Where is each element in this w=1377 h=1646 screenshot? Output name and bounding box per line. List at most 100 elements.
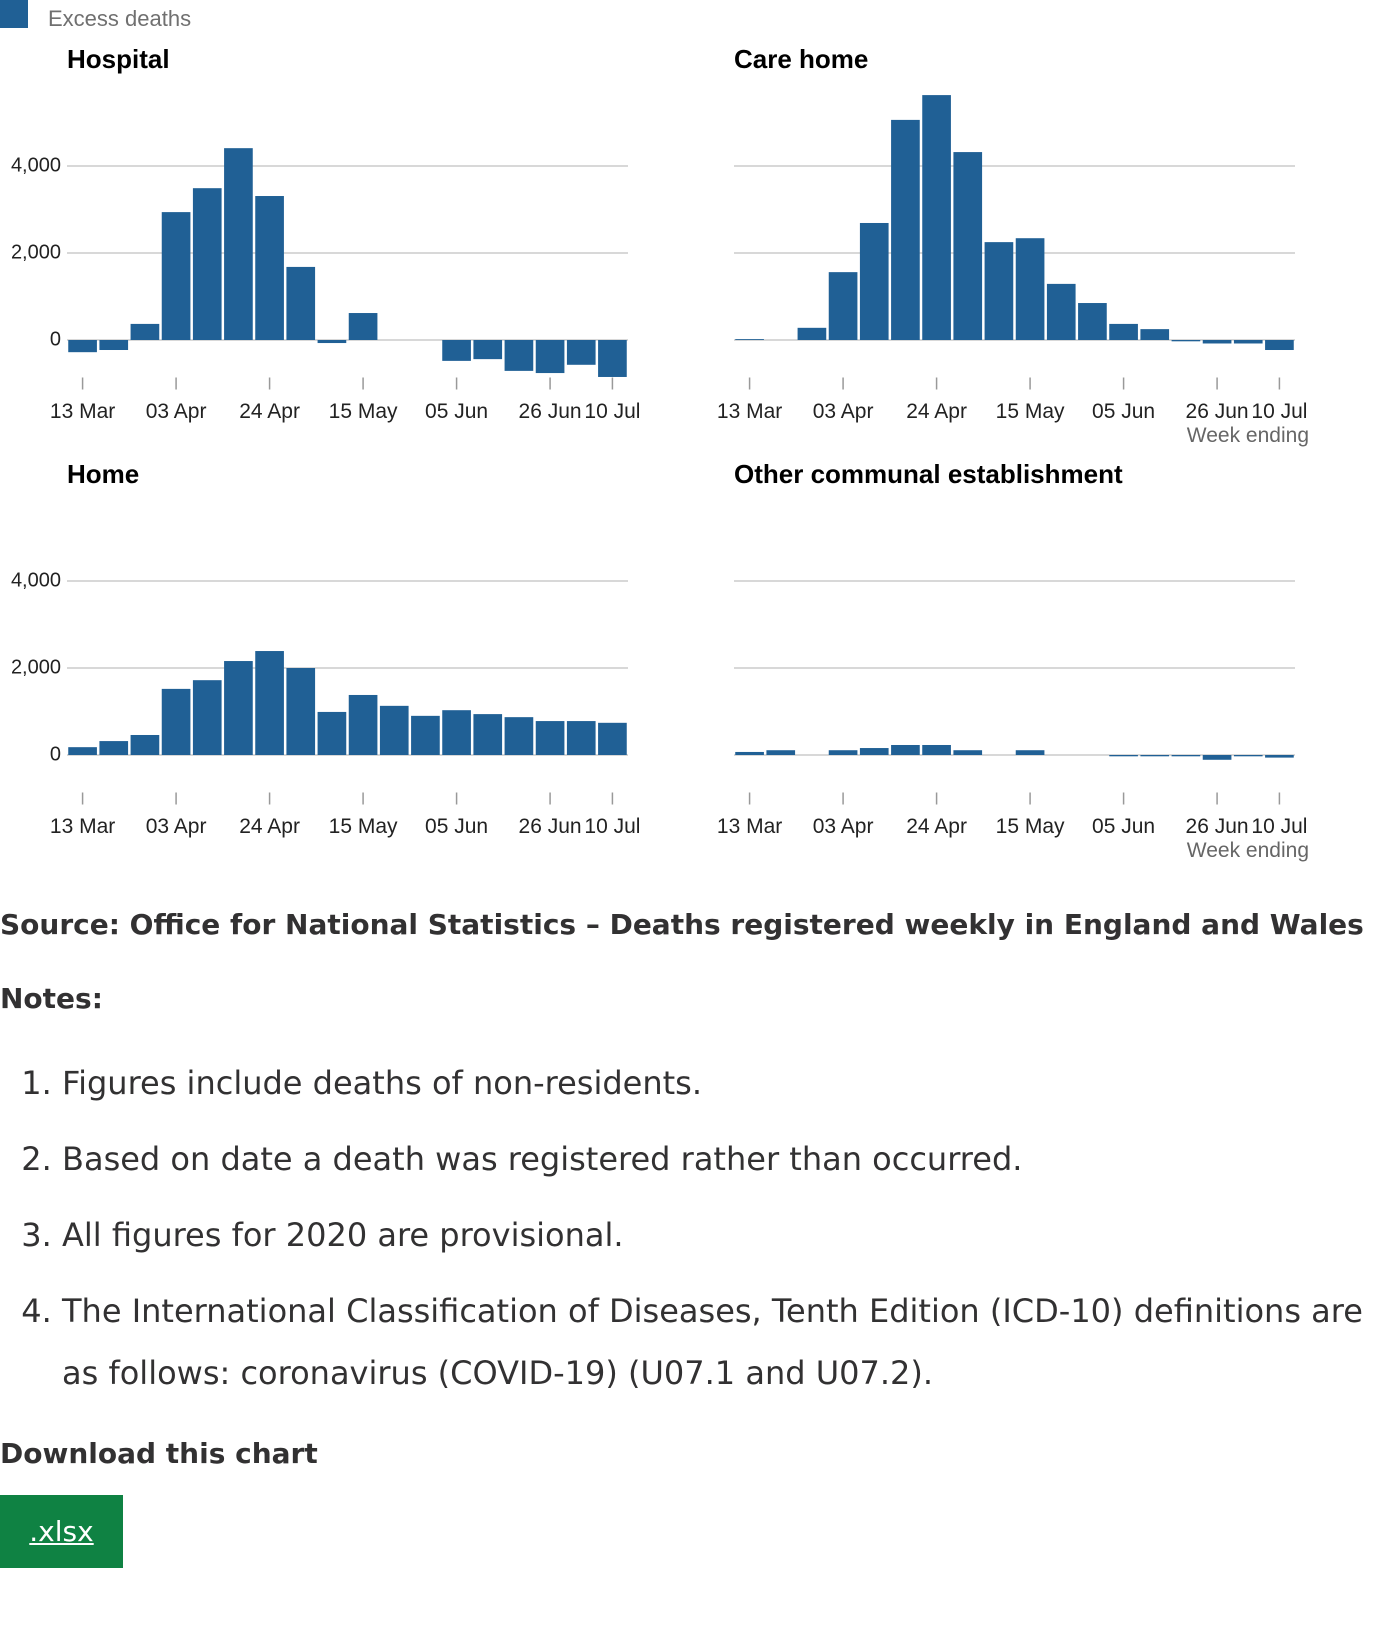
bar [99,340,129,351]
x-tick-label: 15 May [329,815,398,838]
note: The International Classification of Dise… [62,1280,1377,1404]
bar [1265,340,1294,351]
x-tick-label: 15 May [329,400,398,423]
bar [317,711,347,755]
bar [68,747,97,755]
x-tick-label: 26 Jun [519,815,582,838]
bar [473,714,503,755]
bar [1046,283,1076,340]
bar [442,710,471,755]
x-tick-label: 10 Jul [1251,400,1307,423]
x-tick-label: 13 Mar [717,815,782,838]
chart-title: Home [67,459,139,489]
y-tick-label: 2,000 [11,656,61,678]
notes-title: Notes: [0,982,103,1015]
x-tick-label: 10 Jul [1251,815,1307,838]
bar [161,688,191,755]
bar [1171,755,1201,757]
bar [68,340,97,353]
y-tick-label: 2,000 [11,241,61,263]
x-axis-label: Week ending [1187,839,1309,862]
x-tick-label: 05 Jun [425,815,488,838]
bar [192,188,222,340]
bar [1015,238,1045,340]
x-tick-label: 13 Mar [50,400,115,423]
x-tick-label: 26 Jun [519,400,582,423]
bar [1109,323,1138,340]
x-tick-label: 10 Jul [584,400,640,423]
bar [566,721,596,755]
bar [859,222,889,340]
bar [1140,329,1170,340]
bar [224,148,253,340]
bar [442,340,471,361]
x-tick-label: 13 Mar [717,400,782,423]
source: Source: Office for National Statistics –… [0,908,1364,941]
notes-list: Figures include deaths of non-residents.… [0,1052,1377,1418]
bar [766,750,796,755]
x-tick-label: 10 Jul [584,815,640,838]
bar [598,722,627,755]
bar [1078,303,1107,340]
bar [130,734,160,755]
x-axis-label: Week ending [1187,424,1309,447]
chart-title: Care home [734,44,868,74]
legend-swatch [0,0,28,28]
x-tick-label: 05 Jun [1092,815,1155,838]
x-tick-label: 26 Jun [1186,815,1249,838]
bar [161,212,191,340]
bar [317,340,347,344]
y-tick-label: 4,000 [11,569,61,591]
bar [255,196,284,340]
bar [1140,755,1170,757]
bar [566,340,596,365]
bar [473,340,503,360]
charts: Excess deaths Hospital 0 2,000 4,000 13 Mar 03… [0,0,1309,862]
bar [286,266,316,340]
x-tick-label: 15 May [996,400,1065,423]
bar [828,750,858,755]
bar [192,680,222,755]
bar [1202,340,1232,344]
bar [1202,755,1232,760]
bar [224,661,253,755]
download-button[interactable]: .xlsx [0,1495,123,1568]
bar [1109,755,1138,757]
bar [379,705,409,755]
bar [1233,340,1263,344]
bar [891,119,920,340]
bar [922,744,951,755]
x-tick-label: 26 Jun [1186,400,1249,423]
bar [348,694,378,755]
x-tick-label: 03 Apr [146,815,207,838]
bar [953,750,983,755]
bar [535,340,565,374]
y-tick-label: 4,000 [11,154,61,176]
x-tick-label: 24 Apr [906,815,967,838]
bar [828,272,858,340]
bar [953,152,983,340]
bar [859,748,889,755]
x-tick-label: 03 Apr [813,400,874,423]
bar [922,95,951,340]
x-tick-label: 15 May [996,815,1065,838]
bar [535,721,565,755]
bar [504,340,534,371]
x-tick-label: 24 Apr [239,400,300,423]
note: Figures include deaths of non-residents. [62,1052,1377,1114]
x-tick-label: 13 Mar [50,815,115,838]
bar [1171,340,1201,342]
y-tick-label: 0 [50,743,61,765]
bar [504,717,534,755]
x-tick-label: 05 Jun [425,400,488,423]
note: All figures for 2020 are provisional. [62,1204,1377,1266]
chart-title: Hospital [67,44,170,74]
bar [984,242,1014,340]
bar [99,741,129,755]
bar [735,751,764,755]
bar [130,323,160,340]
x-tick-label: 24 Apr [906,400,967,423]
bar [1015,750,1045,755]
bar [1233,755,1263,757]
